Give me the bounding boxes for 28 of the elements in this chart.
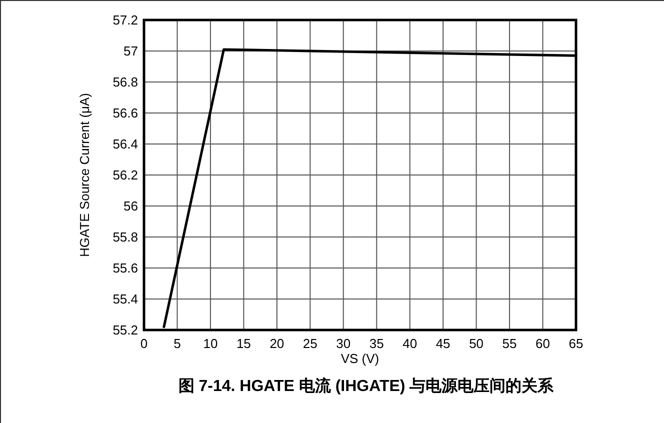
x-tick-label: 30 (336, 336, 351, 351)
x-tick-label: 55 (502, 336, 517, 351)
x-tick-label: 20 (270, 336, 284, 351)
x-tick-label: 15 (236, 336, 251, 351)
y-tick-label: 56.4 (112, 136, 138, 152)
x-tick-label: 35 (369, 336, 384, 351)
text: 图 7-14. HGATE 电流 (IHGATE) 与电源电压间的关系 (178, 376, 555, 395)
y-tick-label: 55.4 (112, 292, 138, 306)
y-tick-label: 55.6 (112, 260, 138, 276)
y-tick-label: 56.8 (112, 74, 138, 90)
y-tick-label: 55.8 (112, 230, 138, 244)
y-tick-label: 55.2 (112, 322, 138, 338)
y-tick-label: 57.2 (112, 12, 138, 28)
x-tick-label: 45 (436, 336, 450, 351)
y-tick-label: 56.6 (112, 106, 138, 120)
x-tick-label: 5 (174, 336, 181, 351)
y-tick-label: 57 (124, 44, 138, 58)
x-tick-label: 25 (302, 336, 318, 351)
x-axis-title: VS (V) (340, 351, 380, 366)
y-tick-label: 56.2 (112, 168, 138, 182)
x-tick-label: 0 (140, 336, 148, 351)
x-tick-label: 10 (203, 336, 218, 351)
x-tick-label: 60 (536, 336, 550, 351)
x-tick-label: 50 (469, 336, 484, 351)
x-tick-label: 40 (402, 336, 418, 351)
y-axis-title: HGATE Source Current (μA) (77, 92, 92, 258)
x-tick-label: 65 (568, 336, 584, 351)
y-tick-label: 56 (124, 198, 138, 214)
